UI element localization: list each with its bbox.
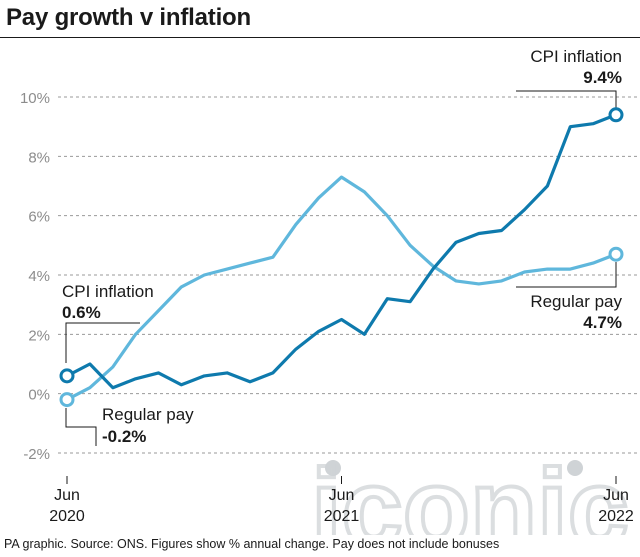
pay-end-leader [516, 262, 617, 288]
x-tick-label-year: 2022 [598, 508, 634, 525]
point-marker-regular-pay [59, 392, 75, 408]
title-divider [0, 37, 640, 38]
cpi-end-label: CPI inflation [530, 47, 622, 66]
y-tick-label: 2% [28, 327, 50, 344]
y-axis-ticks: -2% 0% 2% 4% 6% 8% 10% [20, 90, 50, 463]
point-marker-cpi-inflation [59, 368, 75, 384]
watermark-dot-left [325, 460, 341, 476]
watermark: iconic [309, 445, 631, 535]
x-tick-label-month: Jun [603, 487, 629, 504]
point-marker-cpi-inflation [608, 107, 624, 123]
y-tick-label: 6% [28, 209, 50, 226]
pay-end-label: Regular pay [530, 292, 622, 311]
pay-start-label: Regular pay [102, 405, 194, 424]
watermark-text: iconic [311, 447, 629, 535]
x-axis-ticks: Jun 2020 Jun 2021 Jun 2022 [49, 476, 634, 525]
point-marker-regular-pay [608, 246, 624, 262]
series-line-regular-pay [65, 175, 618, 402]
source-footnote: PA graphic. Source: ONS. Figures show % … [4, 537, 500, 551]
cpi-end-value: 9.4% [583, 68, 622, 87]
pay-end-value: 4.7% [583, 313, 622, 332]
line-chart: iconic -2%0%2%4%6%8%10% Jun2020Jun2021Ju… [20, 47, 640, 535]
series-lines [65, 113, 618, 402]
series-line-cpi-inflation [65, 113, 618, 390]
watermark-dot-right [567, 460, 583, 476]
y-tick-label: 8% [28, 149, 50, 166]
cpi-start-leader [65, 322, 140, 363]
cpi-start-label: CPI inflation [62, 282, 154, 301]
y-tick-label: 0% [28, 387, 50, 404]
annotations: CPI inflation 0.6% Regular pay -0.2% CPI… [62, 47, 622, 446]
pay-start-leader [65, 408, 97, 446]
gridlines [58, 96, 640, 454]
y-tick-label: 4% [28, 268, 50, 285]
x-tick-label-month: Jun [54, 487, 80, 504]
pay-start-value: -0.2% [102, 427, 146, 446]
cpi-start-value: 0.6% [62, 303, 101, 322]
y-tick-label: -2% [23, 446, 50, 463]
x-tick-label-year: 2020 [49, 508, 85, 525]
end-markers [59, 107, 624, 408]
chart-title: Pay growth v inflation [6, 4, 251, 31]
x-tick-label-month: Jun [329, 487, 355, 504]
y-tick-label: 10% [20, 90, 50, 107]
x-tick-label-year: 2021 [324, 508, 360, 525]
cpi-end-leader [516, 90, 617, 108]
